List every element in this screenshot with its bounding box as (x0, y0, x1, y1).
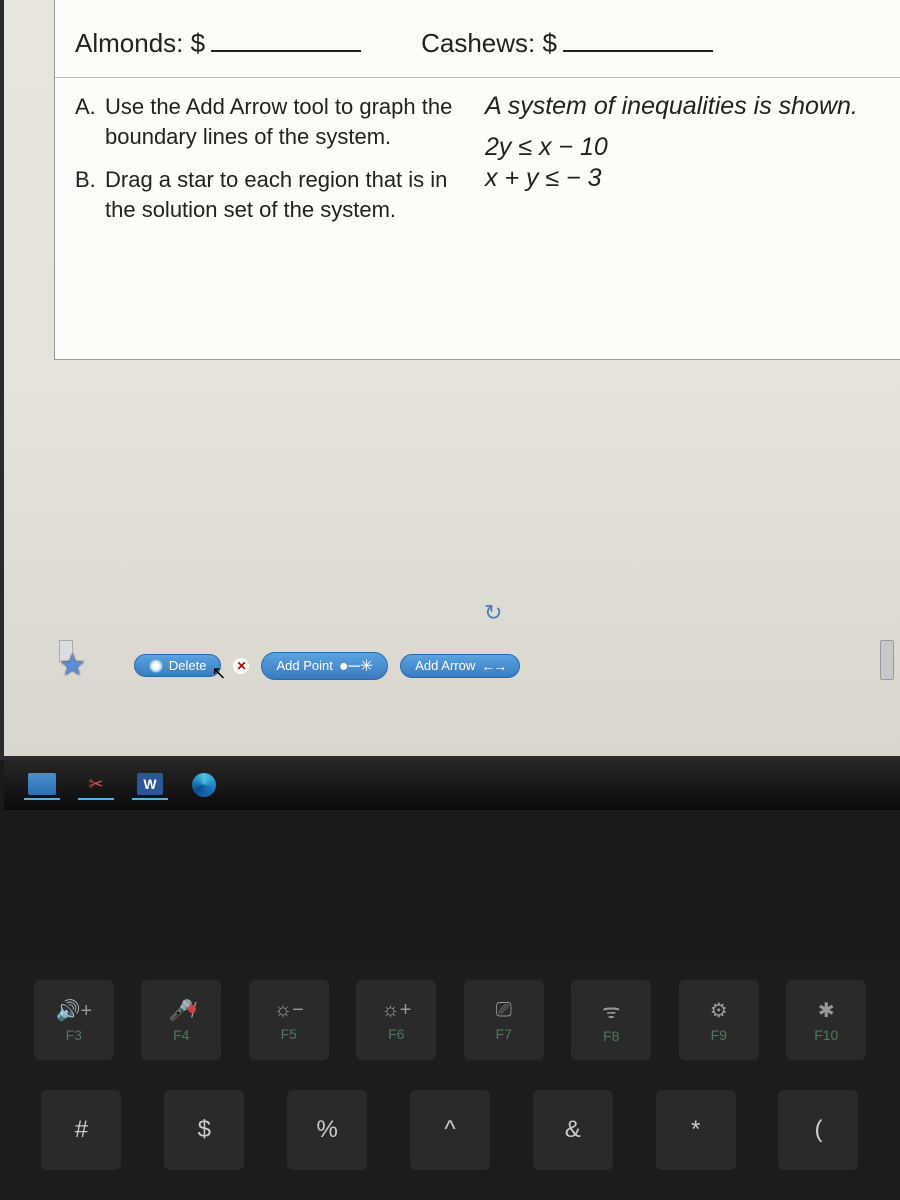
settings-icon: ⚙ (710, 998, 728, 1023)
wireless-icon: ᯤ (602, 997, 620, 1024)
key-f4: 🎤̸ F4 (141, 980, 221, 1060)
key-dollar: $ (164, 1090, 244, 1170)
key-f3: 🔊+ F3 (34, 980, 114, 1060)
refresh-icon[interactable]: ↻ (484, 600, 502, 626)
f7-label: F7 (496, 1026, 512, 1042)
edge-icon[interactable] (186, 770, 222, 800)
key-star: * (656, 1090, 736, 1170)
key-paren: ( (778, 1090, 858, 1170)
delete-tool[interactable]: Delete ↖ (134, 654, 222, 677)
trackpoint-icon (188, 1005, 196, 1013)
almonds-group: Almonds: $ (75, 28, 361, 59)
key-f9: ⚙ F9 (679, 980, 759, 1060)
screen-area: Almonds: $ Cashews: $ A. Use the Add Arr… (0, 0, 900, 760)
key-f8: ᯤ F8 (571, 980, 651, 1060)
task-a: A. Use the Add Arrow tool to graph the b… (75, 92, 475, 151)
key-percent: % (287, 1090, 367, 1170)
key-f6: ☼+ F6 (356, 980, 436, 1060)
add-arrow-label: Add Arrow (415, 658, 475, 673)
word-letter: W (137, 773, 163, 795)
f3-label: F3 (66, 1027, 82, 1043)
cashews-group: Cashews: $ (421, 28, 713, 59)
number-row: # $ % ^ & * ( (0, 1080, 900, 1180)
function-row: 🔊+ F3 🎤̸ F4 ☼− F5 ☼+ F6 ⎚ F7 ᯤ F8 ⚙ F9 ✱ (0, 960, 900, 1080)
almonds-input[interactable] (211, 32, 361, 52)
brightness-down-icon: ☼− (274, 999, 304, 1022)
task-a-letter: A. (75, 92, 105, 151)
tasks-column: A. Use the Add Arrow tool to graph the b… (75, 92, 475, 239)
body-row: A. Use the Add Arrow tool to graph the b… (55, 78, 900, 253)
radio-icon (149, 659, 163, 673)
point-icon: ●─✳ (339, 656, 373, 676)
display-icon: ⎚ (496, 999, 512, 1022)
f8-label: F8 (603, 1028, 619, 1044)
physical-keyboard: 🔊+ F3 🎤̸ F4 ☼− F5 ☼+ F6 ⎚ F7 ᯤ F8 ⚙ F9 ✱ (0, 960, 900, 1200)
key-amp: & (533, 1090, 613, 1170)
question-panel: Almonds: $ Cashews: $ A. Use the Add Arr… (54, 0, 900, 360)
vol-up-icon: 🔊+ (55, 998, 92, 1023)
key-f10: ✱ F10 (786, 980, 866, 1060)
almonds-label: Almonds: $ (75, 28, 205, 59)
add-point-tool[interactable]: Add Point ●─✳ (261, 652, 388, 680)
add-arrow-tool[interactable]: Add Arrow ←→ (400, 654, 520, 678)
brightness-up-icon: ☼+ (381, 999, 411, 1022)
cashews-input[interactable] (563, 32, 713, 52)
word-icon[interactable]: W (132, 770, 168, 800)
system-column: A system of inequalities is shown. 2y ≤ … (475, 92, 884, 239)
windows-taskbar: ✂ W (4, 760, 900, 810)
add-point-label: Add Point (276, 658, 332, 673)
bluetooth-icon: ✱ (818, 998, 835, 1023)
snipping-tool-icon[interactable]: ✂ (78, 770, 114, 800)
task-b-letter: B. (75, 165, 105, 224)
task-a-text: Use the Add Arrow tool to graph the boun… (105, 92, 475, 151)
f9-label: F9 (711, 1027, 727, 1043)
key-f7: ⎚ F7 (464, 980, 544, 1060)
file-explorer-icon[interactable] (24, 770, 60, 800)
cashews-label: Cashews: $ (421, 28, 557, 59)
inputs-row: Almonds: $ Cashews: $ (55, 0, 900, 77)
task-b-text: Drag a star to each region that is in th… (105, 165, 475, 224)
scrollbar-right[interactable] (880, 640, 894, 680)
f5-label: F5 (281, 1026, 297, 1042)
delete-label: Delete (169, 658, 207, 673)
system-heading: A system of inequalities is shown. (485, 92, 884, 121)
cursor-icon: ↖ (211, 663, 226, 684)
f6-label: F6 (388, 1026, 404, 1042)
graph-toolbar: ★ Delete ↖ ✕ Add Point ●─✳ Add Arrow ←→ (59, 648, 520, 683)
f10-label: F10 (814, 1027, 838, 1043)
arrow-icon: ←→ (481, 658, 505, 674)
key-hash: # (41, 1090, 121, 1170)
inequality-1: 2y ≤ x − 10 (485, 133, 884, 162)
key-caret: ^ (410, 1090, 490, 1170)
task-b: B. Drag a star to each region that is in… (75, 165, 475, 224)
star-drag-icon[interactable]: ★ (59, 648, 86, 683)
f4-label: F4 (173, 1027, 189, 1043)
inequality-2: x + y ≤ − 3 (485, 164, 884, 193)
close-icon[interactable]: ✕ (233, 658, 249, 674)
key-f5: ☼− F5 (249, 980, 329, 1060)
